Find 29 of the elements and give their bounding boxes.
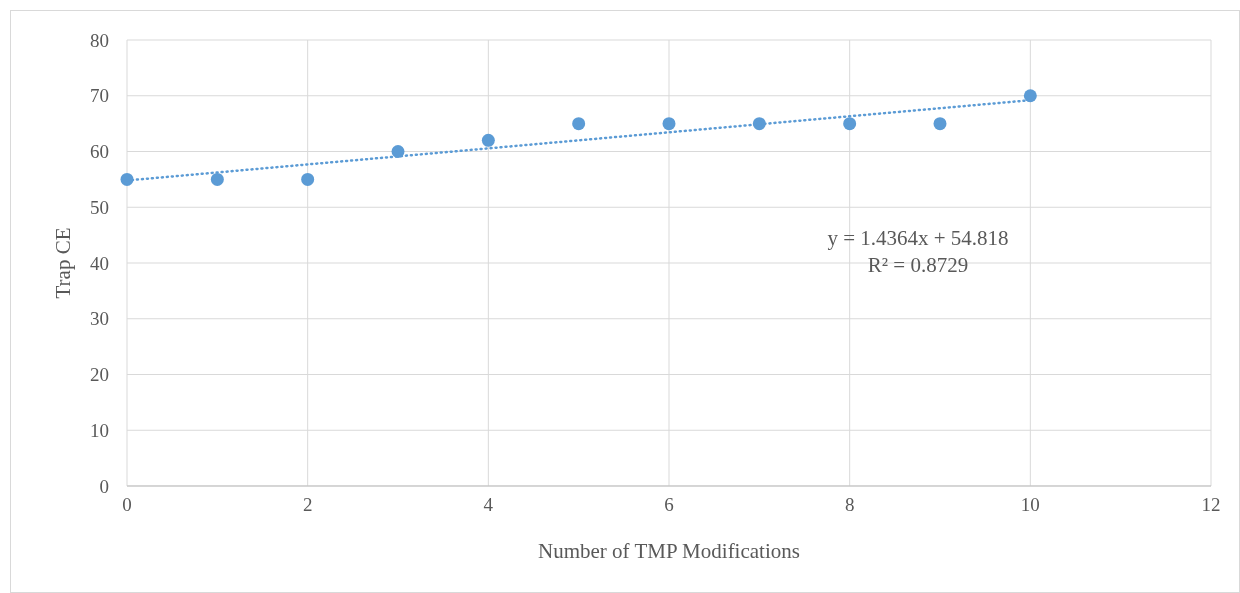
- x-tick-label: 8: [844, 494, 855, 515]
- y-tick-label: 0: [99, 475, 109, 497]
- y-tick-label: 70: [90, 85, 109, 107]
- point: [301, 172, 315, 186]
- x-tick-label: 4: [483, 494, 494, 515]
- x-axis-title: Number of TMP Modifications: [538, 539, 800, 563]
- x-tick-label: 12: [1201, 494, 1221, 515]
- y-tick-label: 40: [90, 252, 109, 274]
- point: [210, 172, 224, 186]
- annotation: R² = 0.8729: [867, 253, 969, 277]
- annotation: y = 1.4364x + 54.818: [827, 226, 1009, 250]
- y-tick-label: 30: [90, 308, 109, 330]
- point: [843, 117, 857, 131]
- y-tick-label: 60: [90, 141, 109, 163]
- x-tick-label: 0: [122, 494, 132, 515]
- y-tick-label: 10: [90, 419, 109, 441]
- x-tick-label: 6: [664, 494, 674, 515]
- x-tick-label: 2: [302, 494, 313, 515]
- point: [1023, 89, 1037, 103]
- y-tick-label: 20: [90, 364, 109, 386]
- x-tick-label: 10: [1020, 494, 1040, 515]
- point: [391, 145, 405, 158]
- y-axis-title: Trap CE: [51, 227, 75, 299]
- y-tick-label: 50: [90, 196, 109, 218]
- y-tick-label: 80: [90, 29, 109, 51]
- point: [662, 117, 676, 131]
- point: [481, 133, 495, 147]
- point: [933, 117, 947, 131]
- point: [572, 117, 586, 131]
